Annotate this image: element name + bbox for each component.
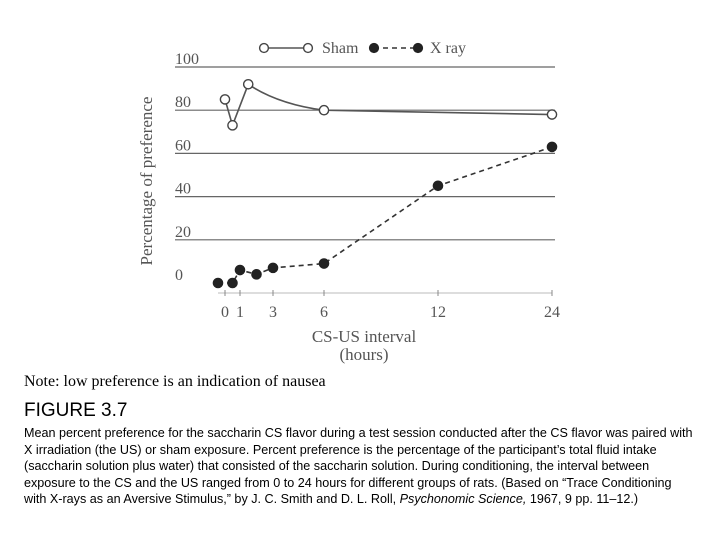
legend-marker-x-ray-0 xyxy=(368,42,380,54)
x-axis-title: CS-US interval xyxy=(312,327,417,346)
point-sham-3 xyxy=(318,104,330,116)
x-tick-label-6: 6 xyxy=(320,304,328,321)
axes xyxy=(218,290,553,296)
point-x-ray-3 xyxy=(251,269,262,280)
caption-tail: 1967, 9 pp. 11–12.) xyxy=(526,492,639,506)
x-tick-label-3: 3 xyxy=(269,304,277,321)
x-tick-label-12: 12 xyxy=(430,304,446,321)
point-x-ray-1 xyxy=(227,277,238,289)
legend-marker-sham-1 xyxy=(302,42,314,54)
figure-title: FIGURE 3.7 xyxy=(24,400,128,421)
point-sham-4 xyxy=(546,109,558,120)
chart-note: Note: low preference is an indication of… xyxy=(24,373,326,390)
series-line-sham xyxy=(224,83,553,128)
y-tick-label-0: 0 xyxy=(175,267,183,284)
point-x-ray-5 xyxy=(318,258,330,269)
point-sham-0 xyxy=(219,94,231,105)
y-gridlines xyxy=(175,66,555,241)
x-axis-unit: (hours) xyxy=(339,345,388,364)
x-tick-label-0: 0 xyxy=(221,304,229,321)
figure-caption: Mean percent preference for the sacchari… xyxy=(24,425,696,508)
point-x-ray-4 xyxy=(267,262,279,274)
point-sham-1 xyxy=(227,120,238,131)
series-group xyxy=(212,78,558,289)
y-tick-label-20: 20 xyxy=(175,224,191,241)
y-tick-label-40: 40 xyxy=(175,181,191,198)
caption-text: Mean percent preference for the sacchari… xyxy=(24,426,693,506)
x-tick-label-1: 1 xyxy=(236,304,244,321)
series-line-x-ray xyxy=(218,146,553,284)
x-tick-label-24: 24 xyxy=(544,304,560,321)
legend-label-x-ray: X ray xyxy=(430,40,466,57)
caption-journal: Psychonomic Science, xyxy=(399,492,527,506)
point-x-ray-6 xyxy=(432,180,444,192)
legend-marker-sham-0 xyxy=(258,42,270,54)
point-x-ray-0 xyxy=(212,277,224,289)
y-axis-title: Percentage of preference xyxy=(137,97,156,266)
point-x-ray-2 xyxy=(234,264,246,276)
point-sham-2 xyxy=(242,78,254,90)
point-x-ray-7 xyxy=(546,141,558,153)
y-tick-label-100: 100 xyxy=(175,51,199,68)
chart-legend: Sham X ray xyxy=(258,40,466,57)
legend-label-sham: Sham xyxy=(322,40,359,57)
y-tick-label-80: 80 xyxy=(175,94,191,111)
y-tick-label-60: 60 xyxy=(175,137,191,154)
legend-marker-x-ray-1 xyxy=(412,42,424,54)
